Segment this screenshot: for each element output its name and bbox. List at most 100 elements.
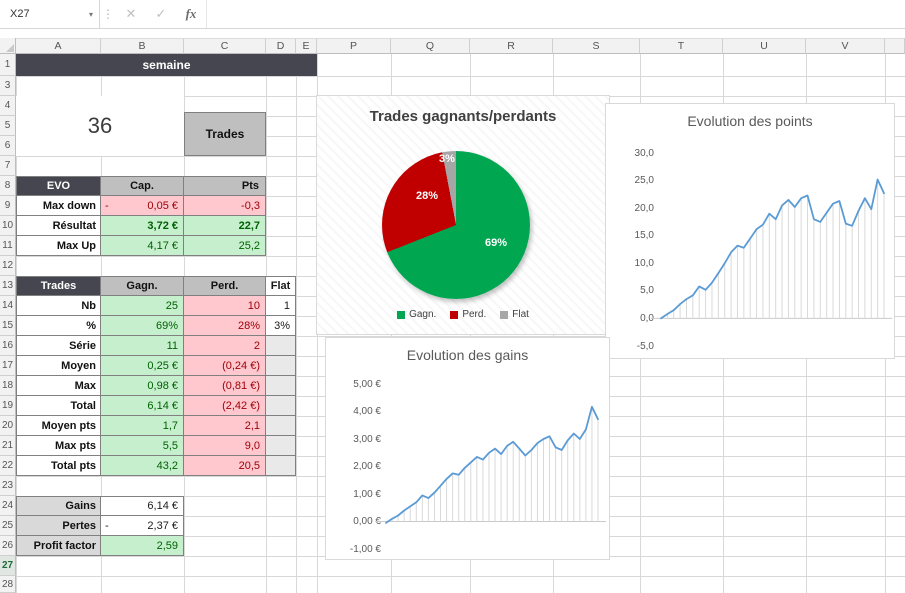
cell-trades-gagn-r1[interactable]: 69% — [101, 316, 184, 336]
row-header[interactable]: 13 — [0, 276, 16, 296]
row-header[interactable]: 23 — [0, 476, 16, 496]
cell-trades-label-r0[interactable]: Nb — [16, 296, 101, 316]
cell-resultat-cap[interactable]: 3,72 € — [101, 216, 184, 236]
name-box[interactable]: X27 ▾ — [0, 0, 100, 28]
column-header[interactable]: C — [184, 38, 266, 54]
column-header[interactable]: P — [317, 38, 391, 54]
cell-trades-perd-r8[interactable]: 20,5 — [184, 456, 266, 476]
cell-trades-gagn-r8[interactable]: 43,2 — [101, 456, 184, 476]
cell-trades-perd-r1[interactable]: 28% — [184, 316, 266, 336]
cell-trades-label-r3[interactable]: Moyen — [16, 356, 101, 376]
row-header[interactable]: 28 — [0, 576, 16, 593]
formula-input[interactable] — [206, 0, 905, 28]
cell-trades-gagn-r6[interactable]: 1,7 — [101, 416, 184, 436]
cell-trades-gagn-r5[interactable]: 6,14 € — [101, 396, 184, 416]
cell-trades-perd-r6[interactable]: 2,1 — [184, 416, 266, 436]
row-header[interactable]: 22 — [0, 456, 16, 476]
row-header[interactable]: 5 — [0, 116, 16, 136]
row-header[interactable]: 24 — [0, 496, 16, 516]
cell-trades-label-r4[interactable]: Max — [16, 376, 101, 396]
row-header[interactable]: 14 — [0, 296, 16, 316]
cell-cap-header[interactable]: Cap. — [101, 176, 184, 196]
cell-maxup-cap[interactable]: 4,17 € — [101, 236, 184, 256]
line-chart-points[interactable]: Evolution des points 30,0 25,0 20,0 15,0 10,… — [605, 103, 895, 359]
cell-trades-perd-r0[interactable]: 10 — [184, 296, 266, 316]
legend-item-gagn[interactable]: Gagn. — [397, 309, 436, 320]
cell-maxdown-cap[interactable]: - 0,05 € — [101, 196, 184, 216]
cell-trades-perd-r7[interactable]: 9,0 — [184, 436, 266, 456]
cell-gains-label[interactable]: Gains — [16, 496, 101, 516]
row-header[interactable]: 7 — [0, 156, 16, 176]
row-header[interactable]: 12 — [0, 256, 16, 276]
row-header[interactable]: 17 — [0, 356, 16, 376]
row-header[interactable]: 18 — [0, 376, 16, 396]
cell-gagn-header[interactable]: Gagn. — [101, 276, 184, 296]
name-box-dropdown-icon[interactable]: ▾ — [88, 9, 93, 19]
cell-evo-header[interactable]: EVO — [16, 176, 101, 196]
row-header[interactable]: 27 — [0, 556, 16, 576]
column-header[interactable]: Q — [391, 38, 470, 54]
insert-function-icon[interactable]: fx — [185, 6, 197, 21]
cell-resultat-pts[interactable]: 22,7 — [184, 216, 266, 236]
cell-maxup-label[interactable]: Max Up — [16, 236, 101, 256]
cell-trades-gagn-r0[interactable]: 25 — [101, 296, 184, 316]
column-header[interactable]: U — [723, 38, 806, 54]
line-chart-gains[interactable]: Evolution des gains 5,00 € 4,00 € 3,00 € 2,… — [325, 337, 610, 560]
legend-item-perd[interactable]: Perd. — [450, 309, 486, 320]
cell-trades-perd-r2[interactable]: 2 — [184, 336, 266, 356]
cell-trades-label-r1[interactable]: % — [16, 316, 101, 336]
cell-trades-flat-r6[interactable] — [266, 416, 296, 436]
cell-resultat-label[interactable]: Résultat — [16, 216, 101, 236]
cell-trades-label-r2[interactable]: Série — [16, 336, 101, 356]
cell-trades-flat-r5[interactable] — [266, 396, 296, 416]
cell-semaine-header[interactable]: semaine — [16, 54, 317, 76]
column-header[interactable]: B — [101, 38, 184, 54]
cell-trades-label-r6[interactable]: Moyen pts — [16, 416, 101, 436]
row-header[interactable]: 4 — [0, 96, 16, 116]
row-header[interactable]: 1 — [0, 54, 16, 76]
cell-trades-label-r7[interactable]: Max pts — [16, 436, 101, 456]
row-header[interactable]: 20 — [0, 416, 16, 436]
cell-trades-flat-r8[interactable] — [266, 456, 296, 476]
row-header[interactable]: 25 — [0, 516, 16, 536]
cell-maxdown-pts[interactable]: -0,3 — [184, 196, 266, 216]
cell-trades-flat-r0[interactable]: 1 — [266, 296, 296, 316]
cell-flat-header[interactable]: Flat — [266, 276, 296, 296]
cell-trades-perd-r4[interactable]: (0,81 €) — [184, 376, 266, 396]
cell-trades-gagn-r7[interactable]: 5,5 — [101, 436, 184, 456]
confirm-icon[interactable]: ✓ — [155, 6, 167, 21]
cell-trades-perd-r5[interactable]: (2,42 €) — [184, 396, 266, 416]
cell-trades-flat-r1[interactable]: 3% — [266, 316, 296, 336]
cell-trades-label-r8[interactable]: Total pts — [16, 456, 101, 476]
column-header[interactable]: S — [553, 38, 640, 54]
cell-pts-header[interactable]: Pts — [184, 176, 266, 196]
column-header[interactable]: A — [16, 38, 101, 54]
cell-perd-header[interactable]: Perd. — [184, 276, 266, 296]
row-header[interactable]: 16 — [0, 336, 16, 356]
cell-profit-factor-label[interactable]: Profit factor — [16, 536, 101, 556]
row-header[interactable]: 15 — [0, 316, 16, 336]
column-header[interactable]: R — [470, 38, 553, 54]
row-header[interactable]: 10 — [0, 216, 16, 236]
cell-trade-count[interactable]: 36 — [16, 96, 184, 156]
cell-pertes-label[interactable]: Pertes — [16, 516, 101, 536]
cell-trades-gagn-r3[interactable]: 0,25 € — [101, 356, 184, 376]
row-header[interactable]: 6 — [0, 136, 16, 156]
column-header[interactable] — [885, 38, 905, 54]
legend-item-flat[interactable]: Flat — [500, 309, 529, 320]
cell-trades-flat-r4[interactable] — [266, 376, 296, 396]
cell-trades-label-r5[interactable]: Total — [16, 396, 101, 416]
cell-trades-gagn-r4[interactable]: 0,98 € — [101, 376, 184, 396]
cell-trades-flat-r3[interactable] — [266, 356, 296, 376]
row-header[interactable]: 8 — [0, 176, 16, 196]
cell-maxup-pts[interactable]: 25,2 — [184, 236, 266, 256]
cell-trades-flat-r7[interactable] — [266, 436, 296, 456]
cell-trades-flat-r2[interactable] — [266, 336, 296, 356]
select-all-corner[interactable] — [0, 38, 16, 54]
column-header[interactable]: T — [640, 38, 723, 54]
cell-pertes-value[interactable]: - 2,37 € — [101, 516, 184, 536]
cell-profit-factor-value[interactable]: 2,59 — [101, 536, 184, 556]
row-header[interactable]: 3 — [0, 76, 16, 96]
pie-graphic[interactable] — [382, 151, 530, 299]
cell-gains-value[interactable]: 6,14 € — [101, 496, 184, 516]
